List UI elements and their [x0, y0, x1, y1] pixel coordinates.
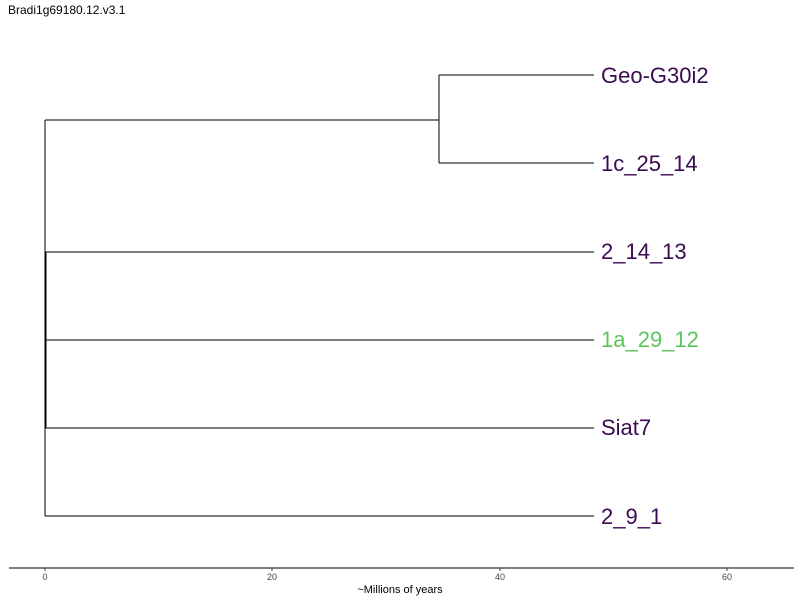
leaf-label-2-14-13: 2_14_13 [601, 239, 687, 264]
x-axis-label: ~Millions of years [357, 584, 443, 596]
leaf-label-geo-g30i2: Geo-G30i2 [601, 63, 709, 88]
leaf-label-2-9-1: 2_9_1 [601, 504, 662, 529]
x-axis-tick-label: 0 [42, 572, 47, 582]
x-axis: 0 20 40 60 ~Millions of years [9, 567, 794, 596]
leaf-label-siat7: Siat7 [601, 415, 651, 440]
x-axis-tick-label: 20 [267, 572, 277, 582]
chart-title: Bradi1g69180.12.v3.1 [8, 3, 126, 17]
tree-branches [44, 74, 594, 517]
x-axis-tick-label: 40 [495, 572, 505, 582]
leaf-label-1a-29-12: 1a_29_12 [601, 327, 699, 352]
leaf-label-1c-25-14: 1c_25_14 [601, 151, 698, 176]
x-axis-tick-label: 60 [722, 572, 732, 582]
